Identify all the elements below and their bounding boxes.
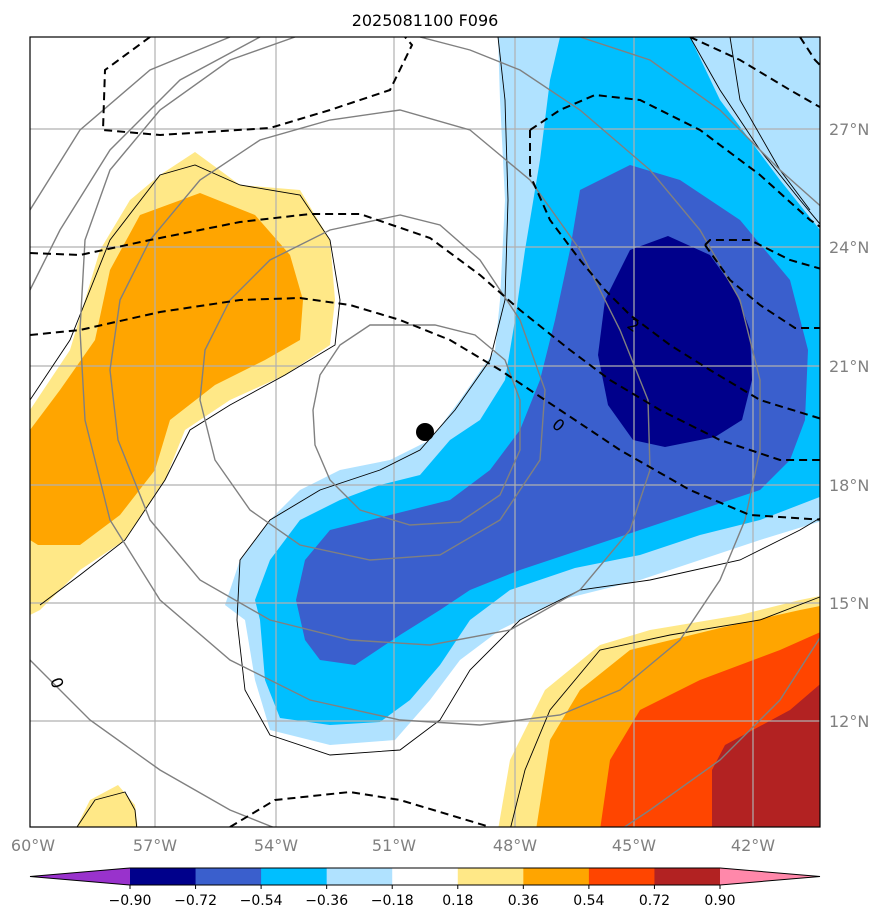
colorbar-segment [392, 868, 459, 885]
dashed-contours [30, 37, 820, 827]
colorbar-segment [654, 868, 721, 885]
y-tick-15n: 15°N [829, 594, 869, 613]
y-tick-27n: 27°N [829, 120, 869, 139]
colorbar-segment [130, 868, 197, 885]
x-tick-42w: 42°W [731, 836, 775, 855]
x-tick-54w: 54°W [254, 836, 298, 855]
storm-center-marker [416, 423, 434, 441]
colorbar-extend-high [720, 868, 820, 885]
y-tick-12n: 12°N [829, 712, 869, 731]
colorbar-tick-label: 0.54 [573, 893, 604, 909]
colorbar-tick-label: 0.36 [508, 893, 539, 909]
colorbar-tick-label: −0.54 [240, 893, 283, 909]
y-tick-24n: 24°N [829, 238, 869, 257]
colorbar-extend-low [30, 868, 130, 885]
colorbar-tick-label: −0.36 [305, 893, 348, 909]
colorbar-tick-label: −0.18 [371, 893, 414, 909]
x-tick-45w: 45°W [612, 836, 656, 855]
colorbar-tick-label: 0.72 [639, 893, 670, 909]
y-tick-labels: 27°N 24°N 21°N 18°N 15°N 12°N [829, 120, 869, 731]
y-tick-18n: 18°N [829, 476, 869, 495]
colorbar-segment [588, 868, 655, 885]
x-tick-51w: 51°W [372, 836, 416, 855]
y-tick-21n: 21°N [829, 357, 869, 376]
chart-title: 2025081100 F096 [352, 11, 499, 30]
colorbar-segment [523, 868, 590, 885]
colorbar-tick-label: 0.18 [442, 893, 473, 909]
colorbar: −0.90 −0.72 −0.54 −0.36 −0.18 0.18 0.36 0.54 0.7… [29, 867, 821, 909]
x-tick-labels: 60°W 57°W 54°W 51°W 48°W 45°W 42°W [11, 836, 775, 855]
x-tick-48w: 48°W [493, 836, 537, 855]
colorbar-tick-label: 0.90 [704, 893, 735, 909]
fill-positive-sw-small [76, 785, 138, 827]
x-tick-60w: 60°W [11, 836, 55, 855]
fill-negative-navy [598, 236, 752, 447]
map-area: 0 0 2 [30, 37, 820, 827]
x-tick-57w: 57°W [133, 836, 177, 855]
colorbar-tick-label: −0.90 [109, 893, 152, 909]
fill-positive-west-orange [30, 193, 303, 545]
map-frame [29, 36, 821, 828]
fill-positive-se-darkred [712, 684, 820, 827]
colorbar-segment [195, 868, 262, 885]
colorbar-segment [457, 868, 524, 885]
colorbar-tick-label: −0.72 [174, 893, 217, 909]
colorbar-segment [261, 868, 328, 885]
colorbar-segment [326, 868, 393, 885]
